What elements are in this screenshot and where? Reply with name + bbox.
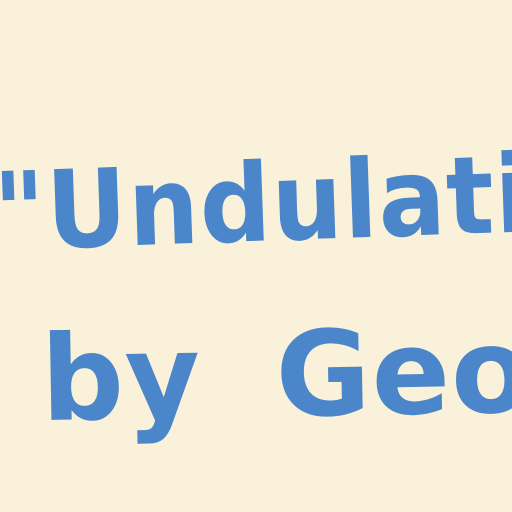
handwritten-title-line: "Undulatin (0, 129, 512, 276)
handwritten-author-line: by Geor (39, 300, 512, 448)
